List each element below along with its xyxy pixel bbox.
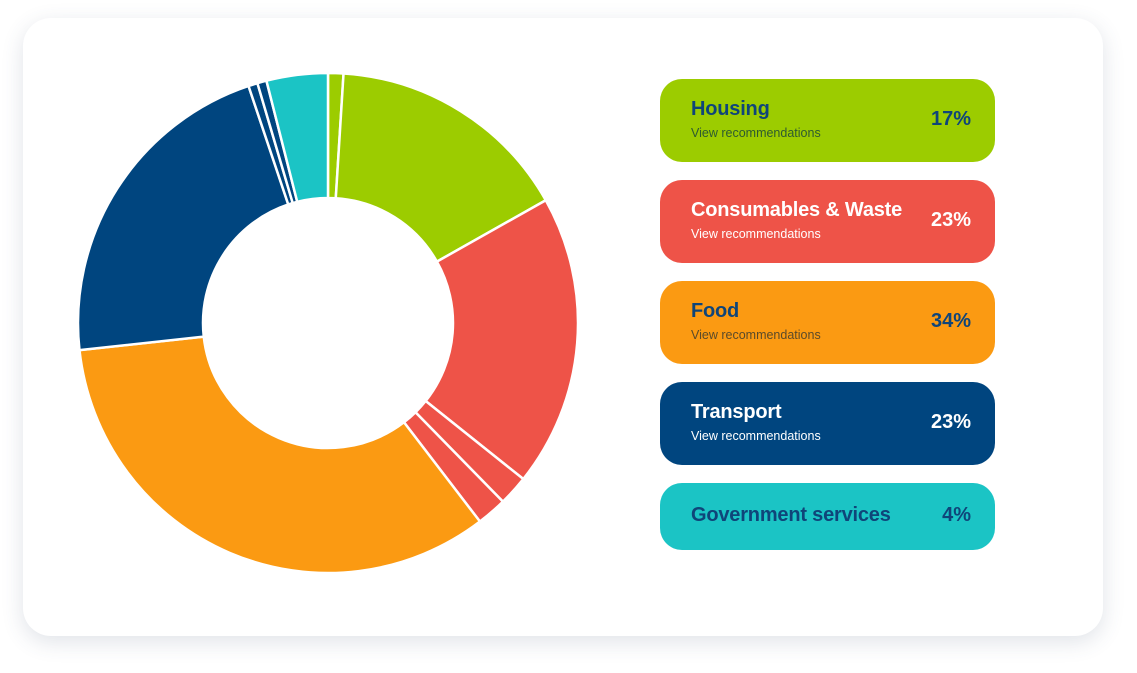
category-name: Housing xyxy=(691,98,770,120)
view-recommendations-link[interactable]: View recommendations xyxy=(691,328,821,342)
category-percent: 23% xyxy=(930,209,971,231)
view-recommendations-link[interactable]: View recommendations xyxy=(691,429,821,443)
category-percent: 4% xyxy=(942,504,971,526)
category-name: Transport xyxy=(691,401,782,423)
category-legend: Housing View recommendations 17% Consuma… xyxy=(660,79,995,568)
donut-chart xyxy=(77,72,579,574)
legend-item-government-services[interactable]: Government services 4% xyxy=(660,483,995,550)
legend-item-housing[interactable]: Housing View recommendations 17% xyxy=(660,79,995,162)
donut-slice-food[interactable] xyxy=(78,335,482,574)
legend-item-food[interactable]: Food View recommendations 34% xyxy=(660,281,995,364)
legend-item-consumables-waste[interactable]: Consumables & Waste View recommendations… xyxy=(660,180,995,263)
category-name: Government services xyxy=(691,504,891,526)
category-name: Consumables & Waste xyxy=(691,199,903,221)
legend-item-transport[interactable]: Transport View recommendations 23% xyxy=(660,382,995,465)
donut-slice-transport-1[interactable] xyxy=(77,84,290,352)
view-recommendations-link[interactable]: View recommendations xyxy=(691,126,821,140)
category-name: Food xyxy=(691,300,740,322)
category-percent: 34% xyxy=(930,310,971,332)
category-percent: 17% xyxy=(930,108,971,130)
category-percent: 23% xyxy=(930,411,971,433)
donut-slice-government-services[interactable] xyxy=(265,72,330,204)
view-recommendations-link[interactable]: View recommendations xyxy=(691,227,821,241)
donut-slice-consumables-waste-1[interactable] xyxy=(424,199,579,481)
donut-slice-housing-2[interactable] xyxy=(334,72,548,263)
